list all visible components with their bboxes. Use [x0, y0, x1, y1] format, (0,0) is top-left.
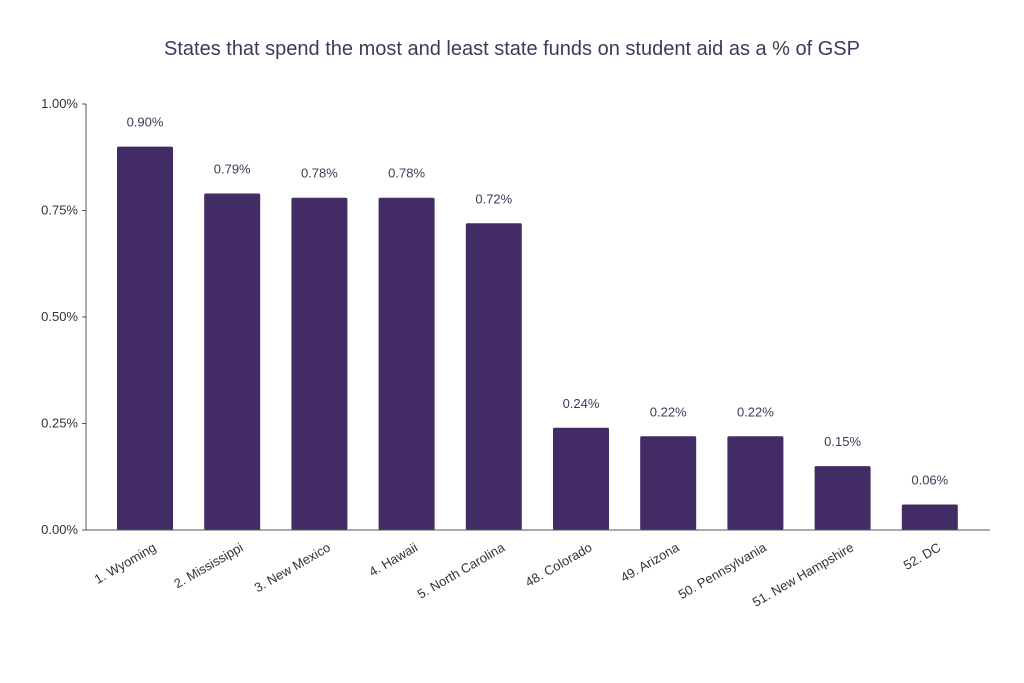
bar — [117, 146, 173, 530]
y-tick-label: 0.75% — [41, 203, 78, 218]
x-tick-label: 1. Wyoming — [92, 540, 159, 587]
x-axis-ticks: 1. Wyoming 2. Mississippi 3. New Mexico 4. … — [92, 539, 944, 609]
bar-value-label: 0.72% — [475, 191, 512, 206]
bar-value-label: 0.22% — [650, 404, 687, 419]
bar-value-label: 0.22% — [737, 404, 774, 419]
y-tick-label: 0.25% — [41, 416, 78, 431]
bar — [378, 197, 435, 530]
bar-value-label: 0.15% — [824, 434, 861, 449]
x-tick-label: 3. New Mexico — [252, 540, 333, 596]
x-tick-label: 48. Colorado — [523, 540, 595, 590]
bars — [117, 146, 958, 530]
data-labels: 0.90% 0.79% 0.78% 0.78% 0.72% 0.24% 0.22% 0.22%… — [127, 115, 949, 488]
bar-value-label: 0.24% — [563, 396, 600, 411]
bar-value-label: 0.78% — [301, 166, 338, 181]
bar — [901, 504, 958, 530]
x-tick-label: 4. Hawaii — [366, 540, 420, 580]
y-tick-label: 0.50% — [41, 309, 78, 324]
x-tick-label: 52. DC — [901, 540, 944, 573]
bar — [727, 436, 784, 530]
bar-value-label: 0.79% — [214, 161, 251, 176]
bar — [814, 466, 871, 530]
y-tick-label: 1.00% — [41, 96, 78, 111]
chart-title: States that spend the most and least sta… — [164, 38, 860, 60]
x-tick-label: 5. North Carolina — [415, 539, 508, 602]
bar — [553, 427, 609, 530]
x-tick-label: 2. Mississippi — [171, 540, 246, 592]
bar — [291, 197, 348, 530]
bar-value-label: 0.90% — [127, 115, 164, 130]
bar-value-label: 0.06% — [911, 472, 948, 487]
bar-value-label: 0.78% — [388, 166, 425, 181]
y-tick-label: 0.00% — [41, 522, 78, 537]
bar — [640, 436, 697, 530]
x-tick-label: 49. Arizona — [618, 539, 682, 585]
bar — [204, 193, 261, 530]
bar — [465, 223, 522, 530]
y-axis-ticks: 0.00% 0.25% 0.50% 0.75% 1.00% — [41, 96, 86, 537]
